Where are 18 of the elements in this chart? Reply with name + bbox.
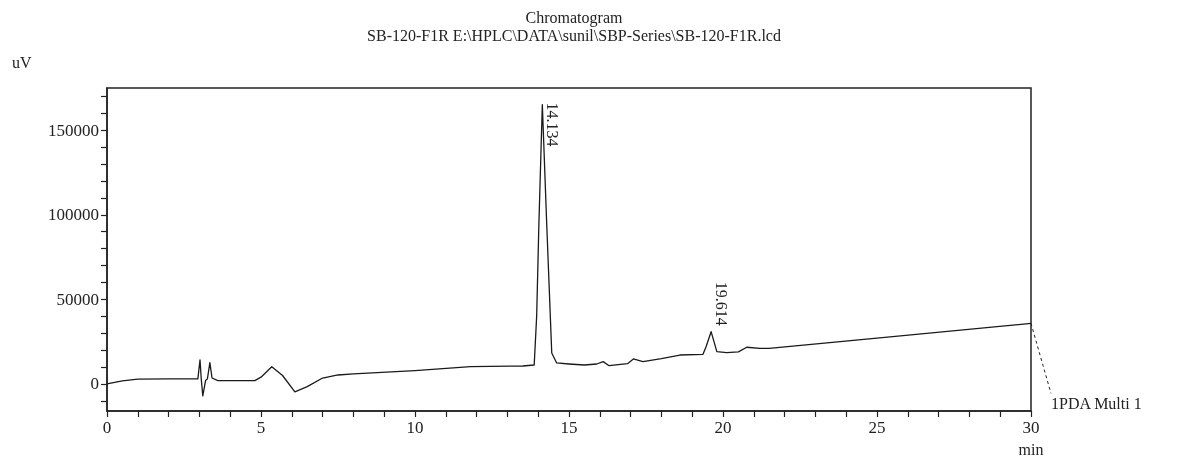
x-tick-label: 25 bbox=[868, 418, 886, 437]
annotation: 14.134 bbox=[543, 102, 561, 147]
y-axis-title: uV bbox=[12, 53, 32, 71]
x-tick-label: 30 bbox=[1022, 418, 1040, 437]
x-tick-label: 0 bbox=[102, 418, 112, 437]
y-tick-label: 150000 bbox=[48, 120, 99, 140]
text: 1PDA Multi 1 bbox=[1051, 394, 1142, 412]
chart-title: Chromatogram bbox=[525, 8, 623, 27]
y-tick-label: 0 bbox=[90, 374, 99, 394]
x-tick-label: 15 bbox=[560, 418, 578, 437]
chart-subtitle: SB-120-F1R E:\HPLC\DATA\sunil\SBP-Series\SB-120-F1R.lcd bbox=[367, 26, 781, 44]
x-tick-label: 5 bbox=[256, 418, 266, 437]
y-tick-label: 50000 bbox=[56, 289, 99, 309]
y-tick-label: 100000 bbox=[48, 205, 99, 225]
x-tick-label: 20 bbox=[714, 418, 732, 437]
x-tick-label: 10 bbox=[406, 418, 424, 437]
x-axis-title: min bbox=[1018, 440, 1044, 458]
annotation: 19.614 bbox=[712, 281, 730, 326]
